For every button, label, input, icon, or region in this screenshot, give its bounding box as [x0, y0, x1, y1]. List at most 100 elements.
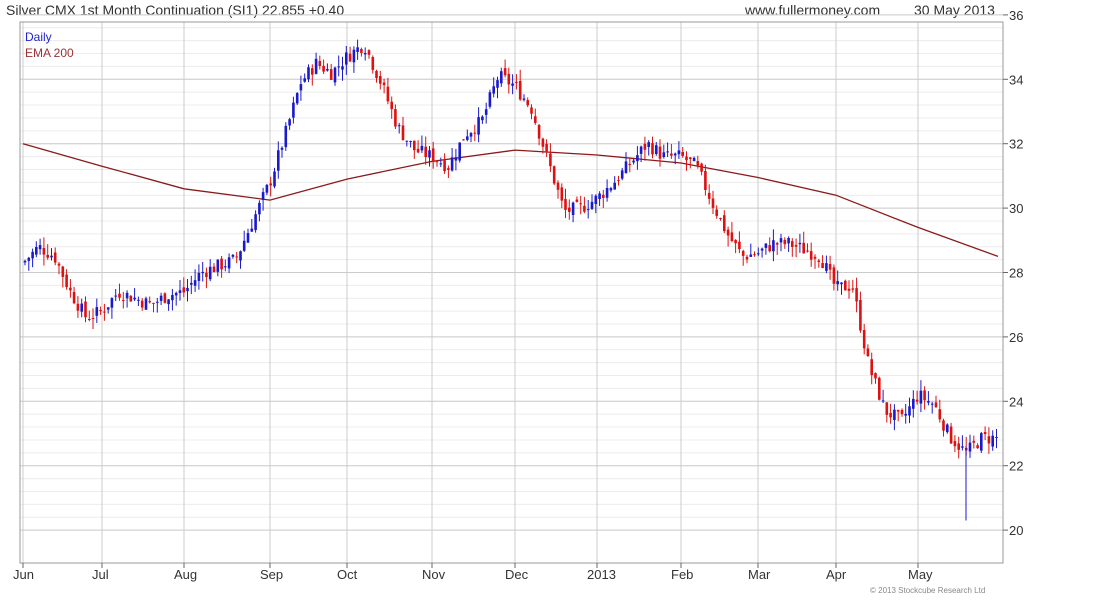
candle — [938, 399, 942, 423]
candle-body — [685, 156, 688, 161]
candle — [715, 205, 718, 219]
candle-body — [242, 240, 246, 251]
candle-body — [261, 192, 265, 200]
candle — [930, 401, 934, 414]
candle-body — [534, 116, 537, 123]
candle-body — [673, 153, 677, 156]
candle — [443, 153, 446, 174]
candle — [379, 70, 382, 90]
candle — [670, 144, 673, 159]
candle-body — [182, 287, 186, 293]
candle — [503, 59, 507, 78]
candle — [760, 247, 764, 258]
candle-body — [307, 67, 310, 80]
candle-body — [541, 138, 545, 147]
candle-body — [379, 76, 382, 84]
x-tick-label: Jul — [92, 567, 109, 582]
candle-body — [122, 299, 125, 301]
candle — [821, 255, 824, 269]
candle — [95, 298, 99, 323]
candle-body — [329, 69, 333, 80]
y-tick-label: 34 — [1009, 72, 1023, 87]
candle — [768, 237, 771, 253]
candle-body — [639, 146, 643, 154]
candle — [345, 46, 348, 75]
candle — [862, 323, 866, 355]
candle — [802, 231, 805, 254]
candle-body — [768, 245, 771, 252]
candle-body — [764, 243, 768, 248]
candle — [681, 147, 684, 158]
candle — [197, 264, 201, 290]
candle — [632, 158, 635, 165]
candle — [719, 217, 722, 221]
candle-body — [647, 142, 650, 147]
candle — [72, 286, 76, 305]
candle — [254, 210, 257, 233]
candle-body — [413, 140, 416, 151]
candle — [292, 96, 295, 124]
candle — [787, 236, 790, 252]
candle-body — [779, 238, 783, 243]
candle — [915, 390, 919, 405]
candle-body — [220, 258, 223, 270]
candle-body — [972, 440, 976, 443]
candle — [995, 429, 998, 449]
candle-body — [137, 299, 140, 301]
candle-body — [265, 184, 269, 193]
candle — [643, 136, 647, 161]
candle-body — [692, 157, 696, 162]
candle-body — [571, 202, 575, 215]
x-tick-label: 2013 — [587, 567, 616, 582]
candle-body — [231, 254, 235, 257]
candle — [106, 307, 110, 314]
candle-body — [46, 254, 49, 258]
candle-body — [568, 207, 571, 212]
candle — [409, 140, 412, 148]
website-link[interactable]: www.fullermoney.com — [745, 2, 881, 18]
candle-body — [874, 373, 877, 379]
candle-body — [602, 194, 605, 198]
candle-body — [99, 310, 102, 312]
candle — [148, 296, 151, 304]
candle — [424, 136, 427, 165]
candle-body — [704, 171, 707, 190]
candle-body — [711, 198, 715, 208]
candle-body — [689, 157, 692, 159]
candle — [598, 191, 601, 206]
candle — [836, 270, 839, 291]
candle-body — [700, 163, 703, 172]
candle-body — [450, 157, 454, 171]
candle-body — [246, 233, 250, 243]
candle — [481, 115, 484, 124]
candle — [870, 352, 873, 385]
candle — [57, 262, 61, 275]
candle — [190, 275, 193, 295]
candle — [23, 259, 27, 266]
candle-body — [106, 307, 110, 310]
candle-body — [133, 297, 136, 300]
candle — [174, 291, 178, 306]
candle-body — [367, 50, 371, 55]
candle-body — [409, 141, 412, 142]
candle-body — [953, 441, 957, 447]
candle — [356, 39, 359, 60]
candle — [488, 89, 492, 109]
candle-body — [549, 153, 552, 167]
x-tick-label: Feb — [671, 567, 693, 582]
candle — [140, 298, 144, 311]
y-tick-label: 28 — [1009, 266, 1023, 281]
y-tick-label: 32 — [1009, 137, 1023, 152]
candle — [99, 306, 102, 315]
candle — [791, 238, 794, 257]
candle — [265, 183, 269, 196]
candle-body — [537, 125, 541, 139]
candle — [277, 141, 280, 179]
candle — [855, 277, 858, 313]
candle-body — [609, 188, 613, 191]
candle-body — [806, 250, 809, 252]
candle — [469, 132, 473, 143]
legend-daily: Daily — [25, 30, 52, 44]
candle — [741, 249, 745, 266]
candle — [122, 291, 125, 309]
